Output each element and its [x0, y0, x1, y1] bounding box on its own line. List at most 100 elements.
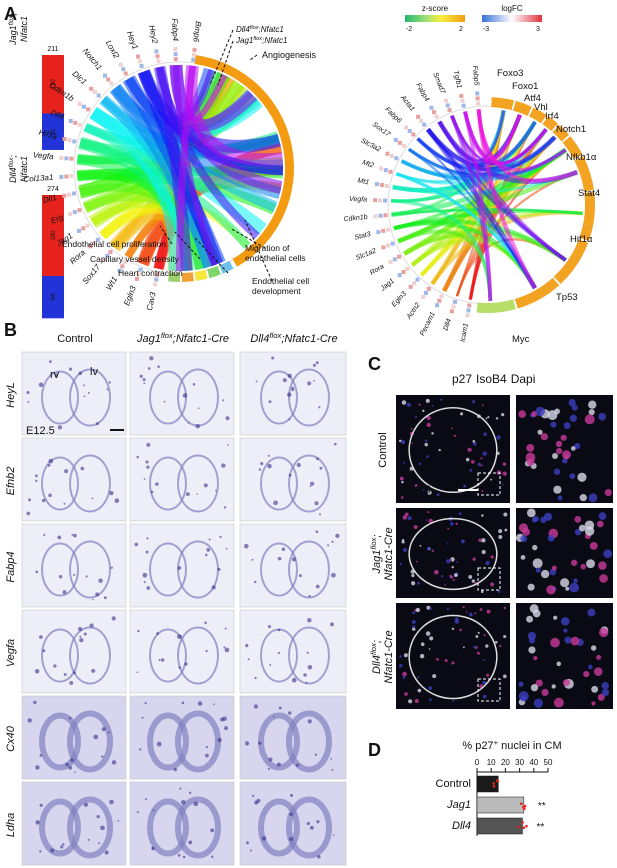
- stain-dot: [315, 361, 319, 365]
- if-cell: [482, 680, 487, 685]
- if-cell: [413, 525, 418, 530]
- if-cell: [504, 528, 508, 532]
- stain-dot: [287, 711, 292, 715]
- gene-label: Cav3: [145, 291, 158, 312]
- heart-outline: [67, 796, 113, 859]
- stain-dot: [146, 442, 151, 447]
- panel-letter: D: [368, 740, 381, 760]
- if-cell: [465, 611, 468, 613]
- stain-dot: [73, 573, 76, 576]
- bar: [476, 817, 523, 835]
- heat-cell: [73, 120, 78, 125]
- heat-cell: [77, 228, 82, 233]
- heat-cell: [192, 47, 197, 52]
- panel-letter: B: [4, 320, 17, 340]
- if-cell: [518, 523, 528, 533]
- bar-up: [42, 195, 64, 276]
- gene-label: Vegfa: [349, 196, 367, 204]
- data-dot: [521, 821, 524, 824]
- if-cell: [446, 607, 449, 610]
- bar-value: 94: [51, 293, 57, 300]
- stain-dot: [211, 855, 214, 858]
- if-cell: [550, 637, 560, 648]
- stain-dot: [144, 702, 147, 705]
- stain-dot: [58, 575, 63, 579]
- stain-dot: [246, 841, 249, 845]
- row-label: Cx40: [5, 725, 17, 752]
- term-ring: [219, 260, 234, 274]
- legend-label: Dll4flox;Nfatc1: [236, 25, 284, 34]
- stain-dot: [33, 700, 37, 705]
- if-cell: [444, 659, 448, 663]
- heat-cell: [72, 191, 77, 196]
- heat-cell: [389, 154, 394, 159]
- stain-dot: [307, 618, 312, 623]
- if-cell: [417, 688, 422, 693]
- heart-outline: [288, 454, 330, 513]
- leader: [249, 54, 258, 61]
- if-cell: [498, 529, 503, 534]
- heat-cell: [407, 129, 412, 134]
- if-cell: [411, 442, 413, 445]
- if-cell: [399, 664, 403, 668]
- if-cell: [402, 515, 408, 520]
- heat-cell: [108, 249, 113, 254]
- significance: **: [538, 801, 546, 812]
- if-cell: [565, 586, 570, 591]
- if-cell: [518, 410, 526, 418]
- stain-dot: [188, 791, 192, 795]
- stain-dot: [156, 632, 159, 635]
- if-cell: [398, 439, 402, 443]
- if-cell: [526, 443, 535, 452]
- if-cell: [574, 515, 582, 523]
- heat-cell: [77, 122, 82, 127]
- text-part: Nfatc1-Cre: [383, 527, 395, 580]
- if-cell: [526, 615, 534, 623]
- if-cell: [482, 659, 485, 661]
- chord: [449, 114, 567, 262]
- gene-label: Wt1: [104, 275, 119, 292]
- stain-dot: [43, 533, 46, 537]
- if-cell: [501, 483, 504, 486]
- stain-dot: [289, 836, 294, 842]
- heart-outline: [177, 626, 219, 685]
- if-cell: [598, 412, 606, 421]
- gene-label: Actn2: [405, 302, 422, 322]
- if-cell: [470, 460, 475, 464]
- stain-dot: [204, 621, 207, 625]
- leader: [174, 231, 201, 260]
- term-ring: [168, 272, 180, 282]
- stain-dot: [224, 627, 227, 630]
- heat-cell: [426, 286, 431, 291]
- stain-dot: [70, 758, 74, 762]
- stain-dot: [149, 356, 154, 361]
- if-cell: [401, 400, 407, 405]
- heat-cell: [117, 268, 122, 273]
- heat-cell: [81, 104, 86, 109]
- if-cell: [411, 573, 415, 578]
- stain-dot: [267, 625, 272, 629]
- bar-total: 274: [47, 186, 59, 193]
- tf-ring: [491, 97, 515, 111]
- if-cell: [451, 565, 454, 569]
- heat-cell: [67, 192, 72, 197]
- heat-cell: [431, 110, 436, 115]
- if-cell: [451, 627, 455, 630]
- stain-dot: [223, 646, 226, 649]
- data-dot: [496, 779, 499, 782]
- heat-cell: [69, 174, 74, 179]
- column-header: Control: [57, 333, 92, 345]
- bar: [476, 796, 525, 814]
- if-cell: [570, 446, 576, 451]
- if-cell: [472, 440, 476, 443]
- term-ring: [181, 272, 194, 282]
- stain-dot: [204, 753, 209, 758]
- heat-cell: [373, 198, 378, 203]
- stain-dot: [91, 497, 94, 500]
- stain-dot: [309, 825, 314, 830]
- heat-cell: [88, 244, 93, 249]
- if-cell: [554, 408, 560, 415]
- stain-dot: [63, 502, 66, 505]
- stain-dot: [306, 651, 309, 654]
